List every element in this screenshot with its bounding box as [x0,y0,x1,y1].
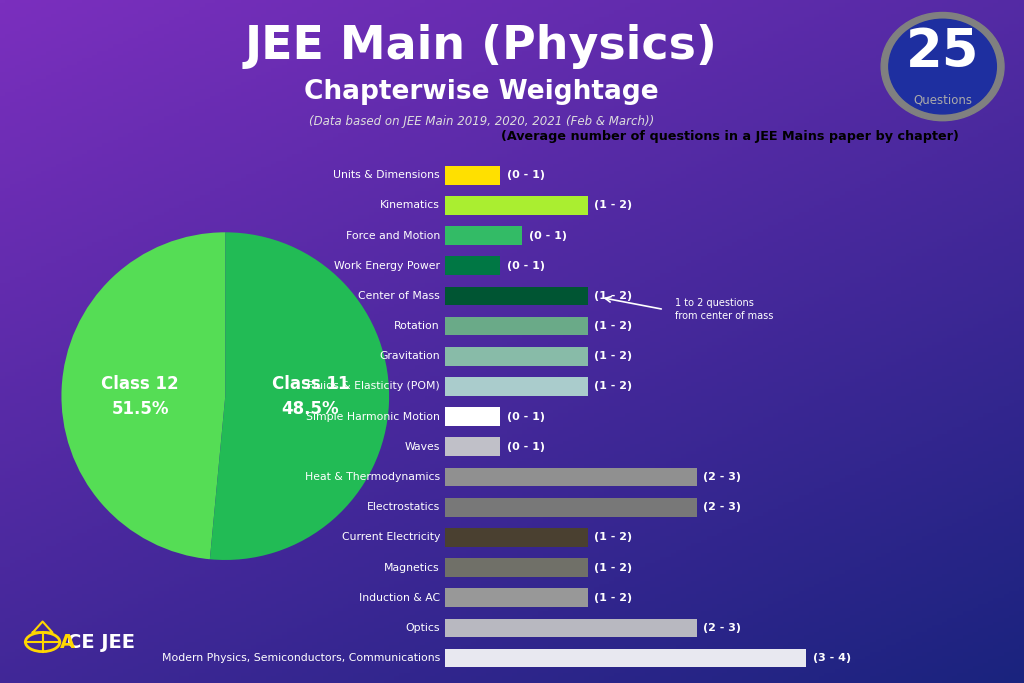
Text: Modern Physics, Semiconductors, Communications: Modern Physics, Semiconductors, Communic… [162,653,440,663]
Text: Gravitation: Gravitation [379,351,440,361]
Bar [445,558,588,577]
Bar [445,619,696,637]
Text: (1 - 2): (1 - 2) [594,381,632,391]
Bar [445,528,588,546]
Bar [445,226,522,245]
Text: Fluids & Elasticity (POM): Fluids & Elasticity (POM) [307,381,440,391]
Text: Work Energy Power: Work Energy Power [334,261,440,270]
Text: (1 - 2): (1 - 2) [594,200,632,210]
Text: Class 12
51.5%: Class 12 51.5% [101,375,179,417]
Text: (1 - 2): (1 - 2) [594,532,632,542]
Text: Kinematics: Kinematics [380,200,440,210]
Text: Current Electricity: Current Electricity [342,532,440,542]
Wedge shape [61,232,225,559]
Circle shape [889,19,996,114]
Text: (3 - 4): (3 - 4) [813,653,851,663]
Text: (1 - 2): (1 - 2) [594,321,632,331]
Text: (0 - 1): (0 - 1) [528,231,566,240]
Text: Units & Dimensions: Units & Dimensions [334,170,440,180]
Text: Simple Harmonic Motion: Simple Harmonic Motion [306,412,440,421]
Bar [445,287,588,305]
Text: Questions: Questions [913,94,972,107]
Text: Center of Mass: Center of Mass [358,291,440,301]
Text: (Data based on JEE Main 2019, 2020, 2021 (Feb & March)): (Data based on JEE Main 2019, 2020, 2021… [308,115,654,128]
Text: 25: 25 [906,26,979,78]
Text: (1 - 2): (1 - 2) [594,593,632,602]
Bar [445,407,500,426]
Text: (1 - 2): (1 - 2) [594,291,632,301]
Text: (0 - 1): (0 - 1) [507,412,545,421]
Bar [445,468,696,486]
Text: Electrostatics: Electrostatics [367,502,440,512]
Text: Optics: Optics [406,623,440,633]
Text: (0 - 1): (0 - 1) [507,170,545,180]
Bar [445,377,588,396]
Text: Magnetics: Magnetics [384,563,440,572]
Text: (2 - 3): (2 - 3) [703,472,741,482]
Bar [445,256,500,275]
Bar [445,588,588,607]
Text: (1 - 2): (1 - 2) [594,351,632,361]
Bar [445,649,806,667]
Bar [445,196,588,214]
Bar [445,347,588,365]
Bar [445,498,696,516]
Text: (2 - 3): (2 - 3) [703,623,741,633]
Bar [445,166,500,184]
Text: A: A [59,632,75,652]
Bar [445,437,500,456]
Circle shape [881,12,1004,121]
Text: (2 - 3): (2 - 3) [703,502,741,512]
Text: (1 - 2): (1 - 2) [594,563,632,572]
Text: Waves: Waves [404,442,440,452]
Text: Induction & AC: Induction & AC [358,593,440,602]
Wedge shape [210,232,389,560]
Text: Force and Motion: Force and Motion [346,231,440,240]
Text: Heat & Thermodynamics: Heat & Thermodynamics [305,472,440,482]
Text: (0 - 1): (0 - 1) [507,442,545,452]
Text: Chapterwise Weightage: Chapterwise Weightage [304,79,658,104]
Text: (0 - 1): (0 - 1) [507,261,545,270]
Text: Rotation: Rotation [394,321,440,331]
Text: JEE Main (Physics): JEE Main (Physics) [245,24,718,69]
Text: Class 11
48.5%: Class 11 48.5% [271,375,349,417]
Text: (Average number of questions in a JEE Mains paper by chapter): (Average number of questions in a JEE Ma… [501,130,958,143]
Text: CE JEE: CE JEE [68,632,135,652]
Text: 1 to 2 questions
from center of mass: 1 to 2 questions from center of mass [675,298,773,321]
Bar [445,317,588,335]
